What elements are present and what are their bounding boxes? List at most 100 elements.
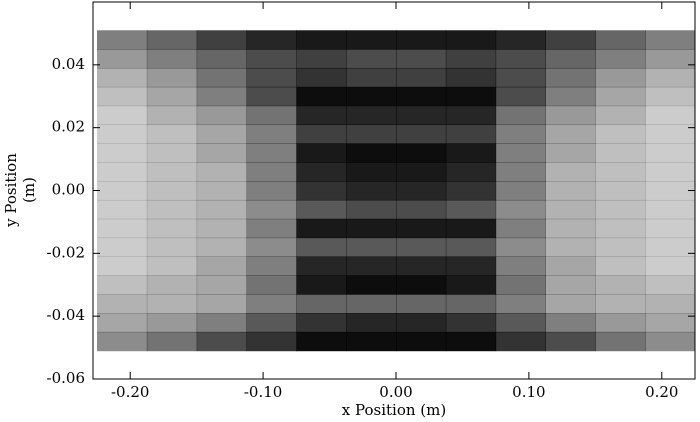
density-cell [346, 181, 397, 201]
density-cell [296, 143, 347, 163]
density-cell [495, 86, 546, 107]
density-cell [296, 162, 347, 182]
density-cell [495, 237, 546, 257]
density-cell [495, 162, 546, 182]
density-cell [146, 30, 198, 50]
density-cell [96, 86, 148, 107]
density-cell [196, 143, 247, 163]
density-cell [346, 162, 397, 182]
density-cell [196, 275, 247, 295]
density-cell [395, 124, 447, 144]
density-cell [445, 143, 497, 163]
density-cell [96, 256, 148, 276]
density-cell [645, 86, 696, 107]
density-cell [495, 331, 546, 352]
x-tick-label: 0.00 [379, 383, 412, 401]
density-cell [495, 199, 546, 220]
density-cell [495, 275, 546, 295]
density-cell [196, 124, 247, 144]
density-cell [495, 105, 546, 126]
density-cell [645, 294, 696, 314]
x-axis-label: x Position (m) [342, 401, 446, 419]
density-cell [146, 199, 198, 220]
density-cell [96, 181, 148, 201]
density-cell [96, 237, 148, 257]
density-cell [146, 105, 198, 126]
density-cell [645, 275, 696, 295]
density-cell [645, 313, 696, 333]
density-cell [146, 313, 198, 333]
density-cell [595, 199, 646, 220]
density-cell [395, 49, 447, 69]
density-cell [196, 86, 247, 107]
density-cell [495, 143, 546, 163]
density-cell [196, 181, 247, 201]
density-cell [495, 49, 546, 69]
density-cell [246, 162, 297, 182]
density-cell [495, 124, 546, 144]
density-cell [645, 67, 696, 88]
density-cell [645, 237, 696, 257]
density-cell [246, 331, 297, 352]
density-cell [445, 105, 497, 126]
density-cell [445, 313, 497, 333]
density-cell [395, 30, 447, 50]
x-tick-label: 0.20 [645, 383, 678, 401]
y-tick-label: 0.04 [52, 55, 85, 73]
density-cell [196, 256, 247, 276]
density-cell [346, 275, 397, 295]
y-tick-label: -0.04 [47, 306, 85, 324]
density-cell [196, 218, 247, 239]
density-cell [246, 30, 297, 50]
density-cell [246, 86, 297, 107]
density-cell [246, 143, 297, 163]
density-cell [296, 294, 347, 314]
density-cell [296, 313, 347, 333]
density-cell [645, 256, 696, 276]
density-cell [96, 30, 148, 50]
density-cell [395, 143, 447, 163]
density-cell [595, 218, 646, 239]
density-cell [395, 105, 447, 126]
density-cell [246, 124, 297, 144]
density-cell [146, 143, 198, 163]
density-cell [445, 49, 497, 69]
density-cell [445, 67, 497, 88]
density-cell [495, 294, 546, 314]
density-cell [246, 313, 297, 333]
density-cell [445, 30, 497, 50]
density-cell [445, 218, 497, 239]
density-cell [96, 294, 148, 314]
density-cell [146, 294, 198, 314]
density-cell [545, 30, 596, 50]
density-cell [395, 86, 447, 107]
density-cell [595, 313, 646, 333]
density-cell [346, 86, 397, 107]
density-cell [96, 124, 148, 144]
density-cell [545, 275, 596, 295]
density-cell [445, 294, 497, 314]
density-cell [645, 124, 696, 144]
density-cell [346, 49, 397, 69]
density-cell [346, 143, 397, 163]
density-cell [196, 30, 247, 50]
density-cell [96, 162, 148, 182]
density-cell [346, 67, 397, 88]
density-cell [146, 237, 198, 257]
density-cell [296, 30, 347, 50]
y-tick-label: 0.02 [52, 118, 85, 136]
density-cell [96, 105, 148, 126]
density-cell [246, 256, 297, 276]
density-cell [645, 181, 696, 201]
density-cell [96, 199, 148, 220]
density-cell [346, 256, 397, 276]
density-cell [545, 86, 596, 107]
density-cell [545, 162, 596, 182]
density-cell [346, 105, 397, 126]
density-cell [495, 256, 546, 276]
y-axis-label: (m) [20, 177, 38, 203]
density-cell [545, 124, 596, 144]
density-cell [595, 30, 646, 50]
density-cell [645, 162, 696, 182]
density-cell [296, 218, 347, 239]
